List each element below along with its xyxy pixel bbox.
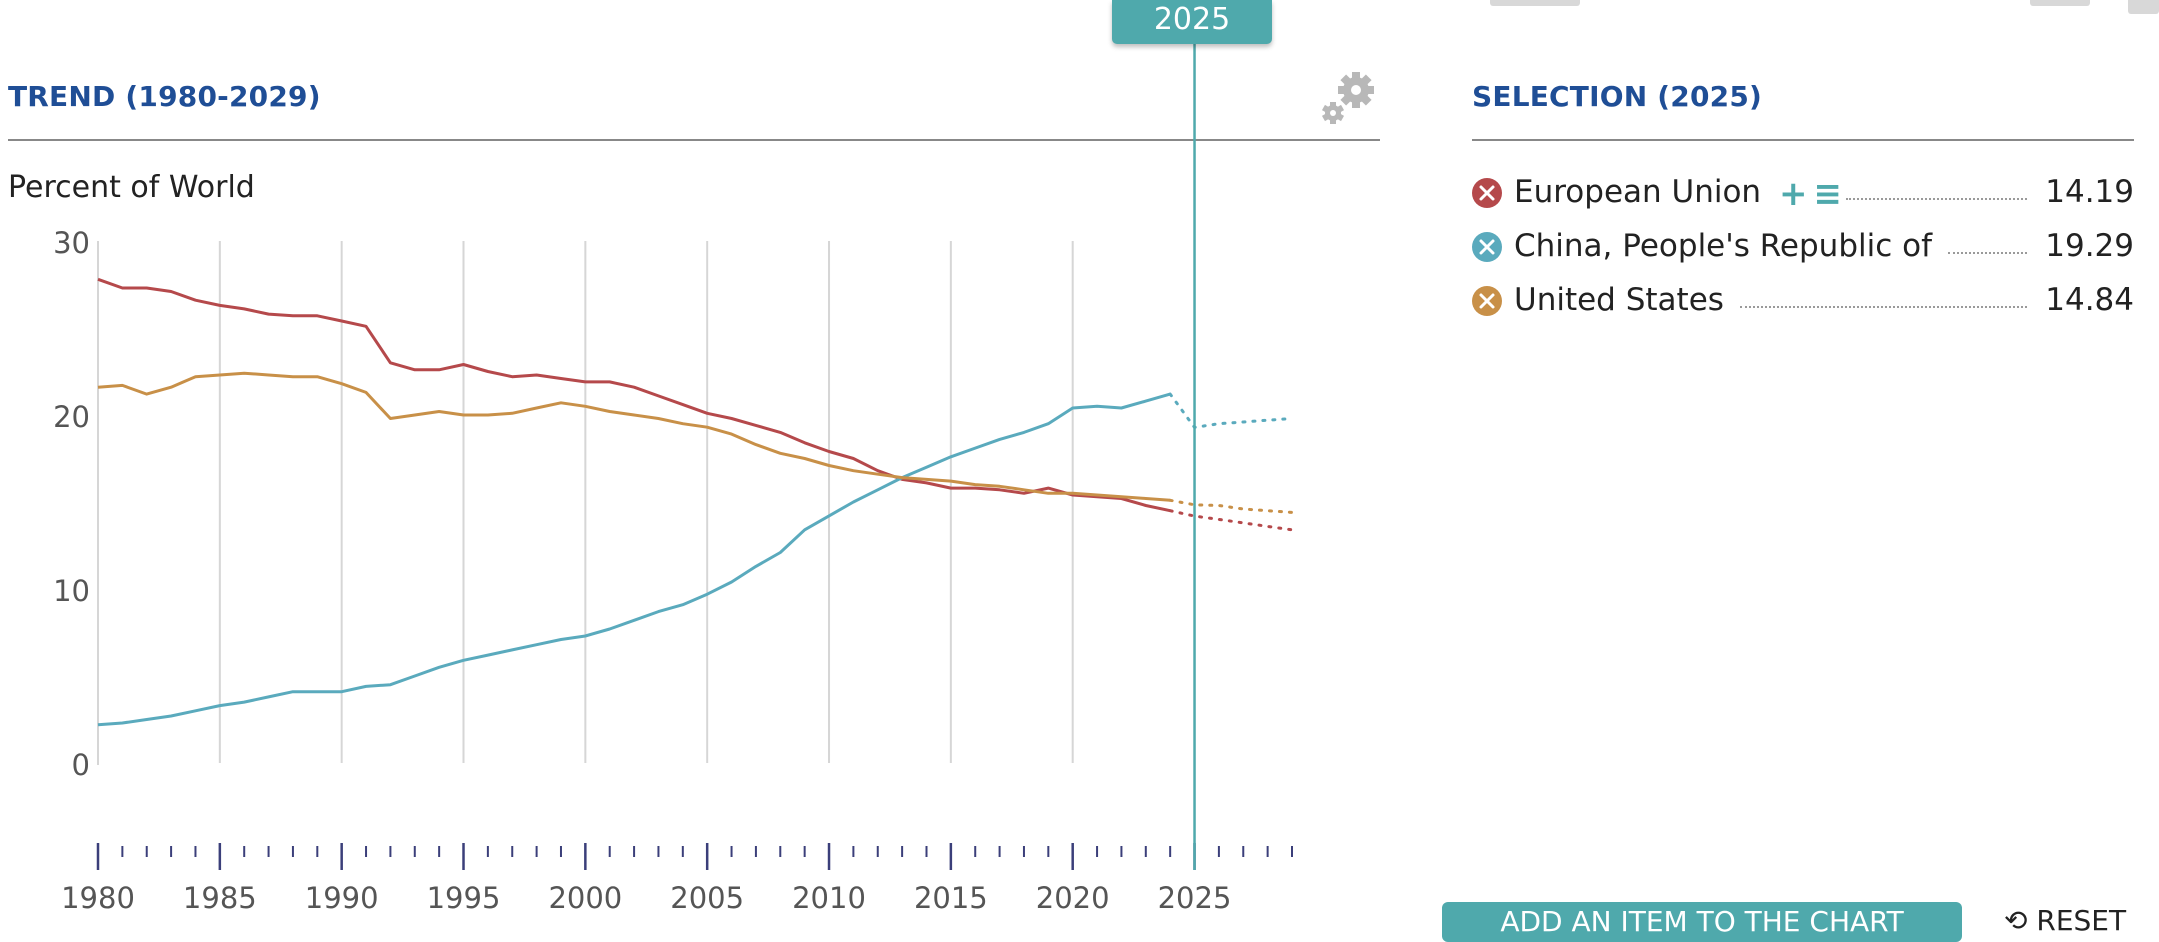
add-item-button[interactable]: ADD AN ITEM TO THE CHART [1442, 902, 1962, 942]
y-tick-label-30: 30 [53, 226, 90, 260]
gear-tooth [1340, 74, 1353, 87]
series-line-united-states [97, 371, 1171, 502]
gear-tooth [1359, 74, 1372, 87]
remove-series-icon[interactable] [1472, 178, 1502, 208]
x-tick-label-2005: 2005 [670, 881, 744, 915]
reset-icon: ⟲ [2004, 904, 2028, 937]
legend-row: China, People's Republic of 19.29 [1472, 228, 2134, 268]
selection-title-rule [1472, 139, 2134, 141]
legend-series-value: 19.29 [2031, 228, 2134, 264]
gear-tooth [1352, 99, 1360, 108]
x-tick-label-2000: 2000 [548, 881, 622, 915]
series-line-china-people-s-republic-of [97, 392, 1171, 727]
x-tick-label-1995: 1995 [427, 881, 501, 915]
series-lines [97, 277, 1294, 727]
gear-tooth [1338, 86, 1347, 94]
grid-lines [97, 241, 1074, 763]
gear-tooth [1340, 93, 1353, 106]
x-tick-label-1990: 1990 [305, 881, 379, 915]
legend-row: European Union 14.19 + ≡ [1472, 174, 2134, 214]
remove-series-icon[interactable] [1472, 232, 1502, 262]
x-tick-label-1985: 1985 [183, 881, 257, 915]
toolbar-stub-mid [2030, 0, 2090, 6]
legend-series-value: 14.19 [2031, 174, 2134, 210]
y-axis: 0 10 20 30 [53, 226, 99, 782]
trend-chart: 0 10 20 30 1980 1985 1990 1995 2000 2005 2010 2015… [53, 40, 1294, 915]
legend-leader-dots [1948, 252, 2027, 254]
series-projection-european-union [1168, 509, 1294, 532]
legend-row: United States 14.84 [1472, 282, 2134, 322]
legend-leader-dots [1740, 306, 2027, 308]
reset-link[interactable]: ⟲ RESET [2004, 904, 2126, 937]
series-line-european-union [97, 277, 1171, 513]
gear-tooth [1365, 86, 1374, 94]
x-tick-label-2010: 2010 [792, 881, 866, 915]
y-tick-label-10: 10 [53, 574, 90, 608]
gear-tooth [1359, 93, 1372, 106]
trend-title: TREND (1980-2029) [8, 80, 321, 113]
legend-series-value: 14.84 [2031, 282, 2134, 318]
toolbar-stub-right [2128, 0, 2159, 14]
x-tick-label-1980: 1980 [61, 881, 135, 915]
legend-series-name: European Union [1514, 174, 1774, 210]
trend-title-rule [8, 139, 1380, 141]
y-tick-label-20: 20 [53, 400, 90, 434]
add-icon[interactable]: + [1779, 174, 1808, 214]
unit-label: Percent of World [8, 170, 255, 205]
remove-series-icon[interactable] [1472, 286, 1502, 316]
x-tick-label-2025: 2025 [1158, 881, 1232, 915]
series-projection-china-people-s-republic-of [1168, 392, 1294, 430]
legend-series-name: China, People's Republic of [1514, 228, 1945, 264]
series-tools[interactable]: + ≡ [1779, 174, 1842, 214]
menu-icon[interactable]: ≡ [1813, 174, 1843, 214]
legend-leader-dots [1846, 198, 2027, 200]
top-toolbar-strip [0, 0, 2159, 14]
toolbar-stub-left [1490, 0, 1580, 6]
series-projection-united-states [1168, 498, 1294, 514]
reset-label: RESET [2036, 904, 2127, 937]
legend-series-name: United States [1514, 282, 1736, 318]
selected-year-badge[interactable]: 2025 [1112, 0, 1272, 44]
x-axis: 1980 1985 1990 1995 2000 2005 2010 2015 2020 2025 [61, 843, 1293, 915]
y-tick-label-0: 0 [72, 748, 90, 782]
gear-tooth [1352, 72, 1360, 81]
settings-gear-icon[interactable] [1318, 68, 1380, 130]
x-tick-label-2015: 2015 [914, 881, 988, 915]
x-tick-label-2020: 2020 [1036, 881, 1110, 915]
selection-title: SELECTION (2025) [1472, 80, 1763, 113]
